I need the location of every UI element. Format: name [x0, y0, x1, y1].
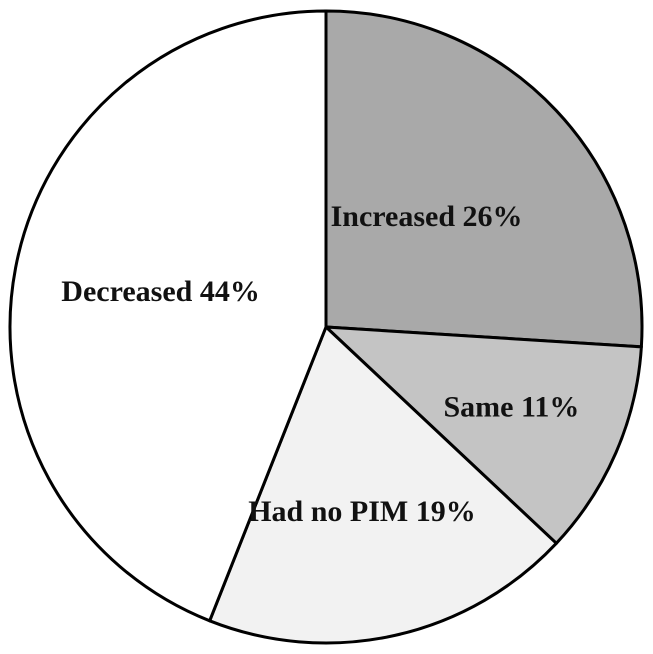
pie-labels: Increased 26% Same 11% Had no PIM 19% Decre…	[61, 200, 579, 528]
pie-label-same: Same 11%	[443, 391, 579, 424]
pie-label-had-no-pim: Had no PIM 19%	[248, 495, 476, 528]
pie-slices	[8, 9, 644, 645]
pie-slice-decreased	[8, 9, 328, 623]
pie-slice-increased	[324, 9, 644, 349]
pie-slice-same	[324, 325, 643, 545]
pie-slice-had-no-pim	[208, 325, 558, 645]
pie-label-decreased: Decreased 44%	[61, 275, 260, 308]
pie-label-increased: Increased 26%	[331, 200, 523, 233]
